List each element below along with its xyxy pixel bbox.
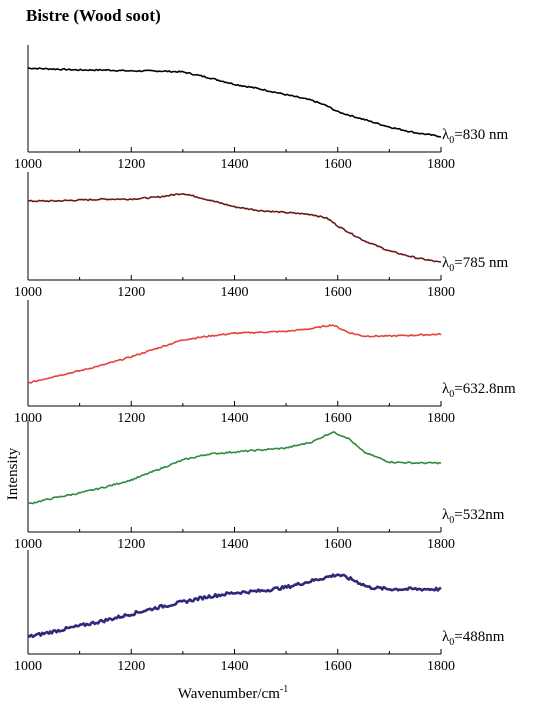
panel-3: 1000 1200 1400 1600 1800 λ0=632.8nm xyxy=(14,300,516,426)
x-tick-label: 1200 xyxy=(117,659,145,674)
x-tick-label: 1600 xyxy=(324,285,352,300)
series-label: λ0=785 nm xyxy=(442,255,508,274)
x-tick-label: 1600 xyxy=(324,537,352,552)
x-axis-label-superscript: -1 xyxy=(280,684,288,695)
x-tick-label: 1600 xyxy=(324,157,352,172)
x-tick-label: 1400 xyxy=(221,157,249,172)
x-axis-label-text: Wavenumber/cm xyxy=(178,686,280,702)
x-axis-label: Wavenumber/cm-1 xyxy=(178,684,288,702)
x-tick-label: 1000 xyxy=(14,157,42,172)
x-tick-label: 1600 xyxy=(324,659,352,674)
x-tick-label: 1000 xyxy=(14,537,42,552)
panels-group: 1000 1200 1400 1600 1800 λ0=830 nm 1000 1200 140… xyxy=(14,45,516,674)
x-tick-label: 1400 xyxy=(221,659,249,674)
x-tick-label: 1400 xyxy=(221,285,249,300)
x-tick-label: 1400 xyxy=(221,411,249,426)
x-tick-label: 1800 xyxy=(427,157,455,172)
y-axis-label: Intensity xyxy=(5,447,21,500)
series-line xyxy=(27,431,442,505)
x-tick-label: 1600 xyxy=(324,411,352,426)
series-label: λ0=488nm xyxy=(442,629,505,648)
x-tick-label: 1800 xyxy=(427,285,455,300)
x-tick-label: 1200 xyxy=(117,537,145,552)
panel-1: 1000 1200 1400 1600 1800 λ0=830 nm xyxy=(14,45,508,172)
panel-2: 1000 1200 1400 1600 1800 λ0=785 nm xyxy=(14,172,508,300)
x-tick-label: 1000 xyxy=(14,659,42,674)
x-tick-label: 1000 xyxy=(14,411,42,426)
page-title: Bistre (Wood soot) xyxy=(26,6,161,25)
x-tick-label: 1800 xyxy=(427,411,455,426)
panel-5: 1000 1200 1400 1600 1800 λ0=488nm xyxy=(14,550,505,674)
series-label: λ0=830 nm xyxy=(442,127,508,146)
series-line xyxy=(28,67,442,138)
series-line xyxy=(27,193,442,263)
series-label: λ0=532nm xyxy=(442,507,505,526)
x-tick-label: 1200 xyxy=(117,285,145,300)
x-tick-label: 1200 xyxy=(117,157,145,172)
series-line xyxy=(27,324,442,384)
panel-4: 1000 1200 1400 1600 1800 λ0=532nm xyxy=(14,420,505,552)
series-label: λ0=632.8nm xyxy=(442,381,516,400)
series-line xyxy=(27,573,442,639)
x-tick-label: 1200 xyxy=(117,411,145,426)
x-tick-label: 1800 xyxy=(427,659,455,674)
x-tick-label: 1000 xyxy=(14,285,42,300)
x-tick-label: 1800 xyxy=(427,537,455,552)
x-tick-label: 1400 xyxy=(221,537,249,552)
